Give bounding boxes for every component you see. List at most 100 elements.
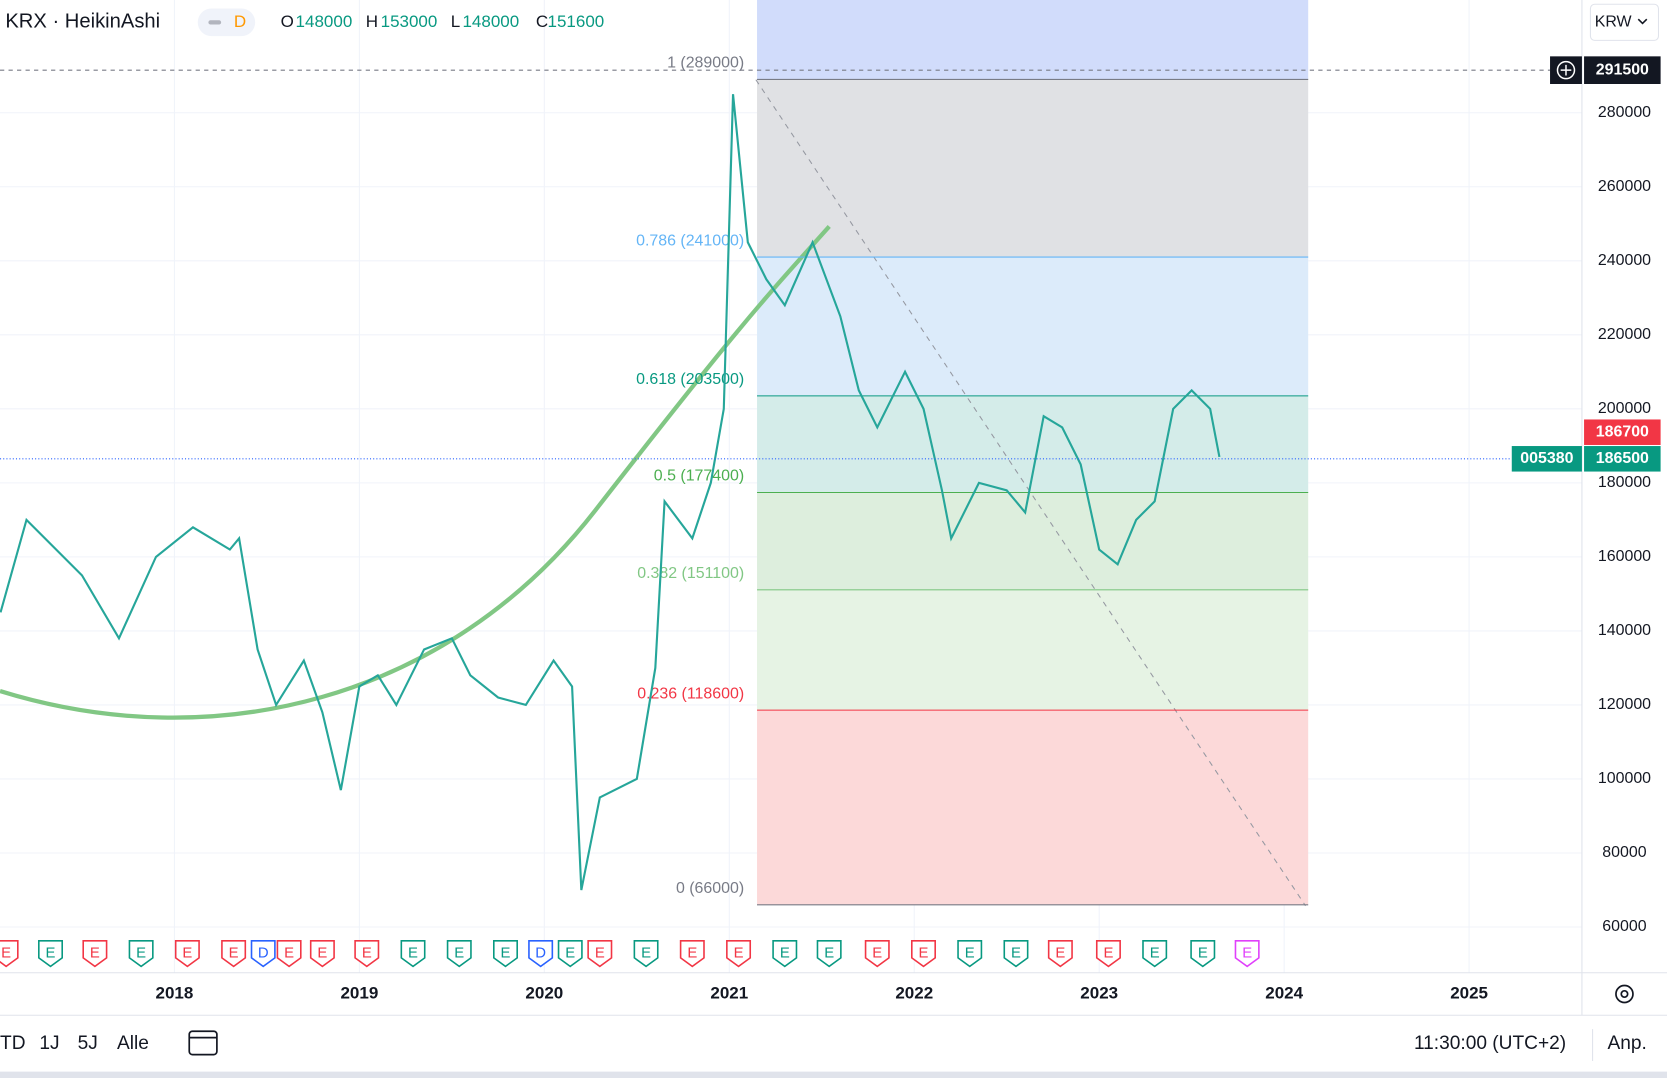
fib-level-label: 0.618 (203500) (636, 371, 744, 388)
event-label: E (919, 946, 929, 962)
range-button[interactable]: TD (0, 1033, 26, 1054)
y-tick-label: 60000 (1602, 918, 1646, 935)
event-icon[interactable] (633, 940, 659, 968)
crosshair-price: 291500 (1596, 61, 1649, 78)
event-icon[interactable] (1047, 940, 1073, 968)
event-icon[interactable] (250, 940, 276, 968)
event-icon[interactable] (174, 940, 200, 968)
event-icon[interactable] (1142, 940, 1168, 968)
event-icon[interactable] (772, 940, 798, 968)
x-tick-label: 2020 (525, 983, 563, 1002)
event-label: E (595, 946, 605, 962)
event-label: E (408, 946, 418, 962)
event-icon[interactable] (493, 940, 518, 968)
event-icon[interactable] (957, 940, 983, 968)
prev-close-badge (1584, 419, 1661, 445)
fib-level-label: 1 (289000) (667, 55, 744, 72)
event-label: E (1055, 946, 1065, 962)
ohlc-value: 148000 (462, 12, 519, 31)
fib-zone (757, 79, 1309, 258)
y-tick-label: 100000 (1598, 770, 1651, 787)
y-tick-label: 200000 (1598, 400, 1651, 417)
ohlc-value: 151600 (548, 12, 605, 31)
event-icon[interactable] (38, 940, 64, 968)
event-icon[interactable] (276, 940, 302, 968)
event-icon[interactable] (221, 940, 247, 968)
event-icon[interactable] (1095, 940, 1121, 968)
axes: 60000 80000 100000 120000 140000 160000 180000… (156, 56, 1661, 1002)
range-button[interactable]: Alle (117, 1033, 149, 1054)
event-icon[interactable] (679, 940, 705, 968)
event-label: E (317, 946, 327, 962)
plus-circle (1556, 60, 1576, 80)
x-tick-label: 2023 (1080, 983, 1118, 1002)
header: KRX · HeikinAshi D KRW O 148000 H 153000 L 14… (5, 3, 1660, 41)
ticker-badge (1511, 446, 1582, 472)
fib-zone (757, 492, 1309, 590)
event-label: D (535, 946, 546, 962)
event-icon[interactable] (82, 940, 108, 968)
event-icon[interactable] (816, 940, 842, 968)
fib-level-label: 0.5 (177400) (654, 468, 744, 485)
currency-button[interactable] (1589, 3, 1660, 41)
fib-level-label: 0.786 (241000) (636, 232, 744, 249)
event-icon[interactable] (864, 940, 890, 968)
event-label: E (641, 946, 651, 962)
price-axis (1581, 0, 1667, 973)
date-range-icon[interactable] (188, 1030, 218, 1056)
y-tick-label: 180000 (1598, 474, 1651, 491)
x-tick-label: 2019 (340, 983, 378, 1002)
y-tick-label: 80000 (1602, 844, 1646, 861)
event-icon[interactable] (446, 940, 472, 968)
fib-level-label: 0.236 (118600) (637, 685, 744, 702)
event-icon[interactable] (1003, 940, 1029, 968)
event-label: E (501, 946, 511, 962)
gear (1615, 984, 1634, 1004)
adjust-button[interactable]: Anp. (1607, 1033, 1646, 1054)
event-icon[interactable] (309, 940, 335, 968)
ohlc-key: H (366, 12, 378, 31)
event-icon[interactable] (726, 940, 752, 968)
last-price: 186500 (1596, 450, 1649, 467)
event-icon[interactable] (400, 940, 426, 968)
event-label: E (182, 946, 192, 962)
ohlc-key: L (451, 12, 460, 31)
chevron (1637, 18, 1648, 25)
event-label: E (824, 946, 834, 962)
gear-hub (1620, 989, 1629, 999)
settings-icon[interactable] (1615, 984, 1634, 1004)
bottom-strip (0, 1071, 1667, 1078)
clock: 11:30:00 (UTC+2) (1414, 1033, 1566, 1054)
event-label: E (1150, 946, 1160, 962)
range-button[interactable]: 1J (39, 1033, 59, 1054)
event-icon[interactable] (1234, 940, 1260, 968)
event-icon[interactable] (1190, 940, 1216, 968)
interval-pill[interactable] (197, 8, 256, 37)
event-icon[interactable] (0, 940, 19, 968)
interval: D (234, 12, 246, 31)
fib-zone (757, 589, 1309, 711)
arc-drawing (0, 225, 831, 720)
ohlc-key: C (536, 12, 548, 31)
event-icon[interactable] (557, 940, 583, 968)
event-icon[interactable] (587, 940, 613, 968)
y-tick-label: 260000 (1598, 178, 1651, 195)
event-label: D (258, 946, 269, 962)
event-label: E (229, 946, 239, 962)
fib-zone (757, 710, 1309, 905)
event-label: E (1011, 946, 1021, 962)
x-tick-label: 2021 (710, 983, 748, 1002)
event-label: E (46, 946, 56, 962)
event-icon[interactable] (354, 940, 380, 968)
range-button[interactable]: 5J (78, 1033, 98, 1054)
ohlc-value: 148000 (296, 12, 353, 31)
interval-icon (208, 20, 222, 25)
fib-extension-zone (757, 0, 1309, 80)
event-label: E (454, 946, 464, 962)
event-icon[interactable] (911, 940, 936, 968)
event-label: E (1198, 946, 1208, 962)
event-icon[interactable] (528, 940, 554, 968)
event-label: E (1, 946, 11, 962)
event-icon[interactable] (128, 940, 154, 968)
